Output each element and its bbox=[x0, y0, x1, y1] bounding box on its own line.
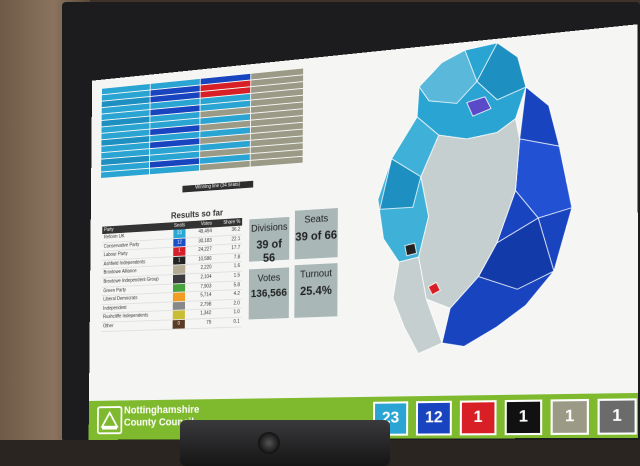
party-votes: 24,227 bbox=[185, 246, 213, 256]
party-share: 22.1 bbox=[214, 235, 243, 245]
results-rows: Reform UK 23 49,494 36.2 Conservative Party 1… bbox=[101, 226, 242, 332]
party-votes: 1,342 bbox=[185, 310, 213, 319]
party-seats: 0 bbox=[173, 320, 185, 329]
party-votes: 30,183 bbox=[185, 236, 213, 246]
tv-screen: Winning line (34 seats) Results so far P… bbox=[89, 24, 638, 440]
turnout-label: Turnout bbox=[295, 268, 338, 281]
party-votes: 79 bbox=[185, 319, 213, 328]
seats-value: 39 of 66 bbox=[295, 228, 338, 244]
party-share: 1.5 bbox=[213, 272, 242, 282]
party-seats: 1 bbox=[173, 247, 185, 256]
map-ashfield-division bbox=[405, 243, 417, 256]
council-logo bbox=[97, 406, 122, 434]
council-name-line1: Nottinghamshire bbox=[124, 404, 199, 417]
results-table: Party Seats Votes Share % Reform UK 23 49,… bbox=[101, 218, 242, 332]
party-seats bbox=[173, 311, 185, 320]
party-name: Other bbox=[101, 320, 172, 331]
votes-stat: Votes 136,566 bbox=[249, 267, 289, 319]
division-grid bbox=[101, 69, 303, 190]
division-column bbox=[251, 69, 303, 180]
party-votes: 2,220 bbox=[185, 264, 213, 274]
divisions-value: 39 of 56 bbox=[249, 236, 289, 265]
seat-tile: 1 bbox=[460, 400, 497, 435]
division-column bbox=[150, 79, 200, 186]
party-share: 1.0 bbox=[213, 309, 242, 318]
turnout-value: 25.4% bbox=[294, 283, 337, 299]
party-seats: 1 bbox=[173, 256, 185, 265]
votes-label: Votes bbox=[249, 272, 289, 284]
webcam-device bbox=[180, 420, 390, 466]
seat-tile: 1 bbox=[551, 399, 589, 435]
seats-stat: Seats 39 of 66 bbox=[295, 208, 338, 259]
camera-lens-icon bbox=[258, 432, 280, 454]
seat-tile: 12 bbox=[416, 401, 452, 436]
division-column bbox=[101, 84, 150, 190]
party-votes: 2,798 bbox=[185, 300, 213, 309]
seat-tile: 1 bbox=[505, 400, 543, 436]
party-seats: 12 bbox=[173, 238, 185, 247]
party-share: 4.2 bbox=[213, 290, 242, 299]
party-share: 1.6 bbox=[213, 262, 242, 272]
turnout-stat: Turnout 25.4% bbox=[294, 263, 337, 318]
votes-value: 136,566 bbox=[249, 287, 289, 300]
party-share: 7.8 bbox=[213, 253, 242, 263]
party-seats bbox=[173, 293, 185, 302]
party-votes: 10,586 bbox=[185, 255, 213, 265]
party-votes: 7,903 bbox=[185, 282, 213, 291]
seat-tiles: 23 12 1 1 1 1 bbox=[373, 398, 637, 435]
seat-tile: 1 bbox=[598, 398, 637, 434]
party-share: 2.0 bbox=[213, 299, 242, 308]
party-share: 0.1 bbox=[213, 318, 242, 327]
party-votes: 5,714 bbox=[185, 291, 213, 300]
county-map bbox=[348, 30, 580, 389]
party-seats bbox=[173, 274, 185, 283]
party-seats bbox=[173, 265, 185, 274]
party-seats bbox=[173, 302, 185, 311]
divisions-label: Divisions bbox=[249, 222, 289, 235]
party-share: 17.7 bbox=[213, 244, 242, 254]
party-seats: 23 bbox=[173, 229, 185, 238]
council-crest-icon bbox=[99, 408, 121, 432]
seats-label: Seats bbox=[295, 213, 338, 226]
party-seats bbox=[173, 283, 185, 292]
division-column bbox=[199, 74, 250, 183]
party-votes: 2,104 bbox=[185, 273, 213, 282]
party-share: 5.8 bbox=[213, 281, 242, 291]
divisions-stat: Divisions 39 of 56 bbox=[249, 217, 289, 262]
